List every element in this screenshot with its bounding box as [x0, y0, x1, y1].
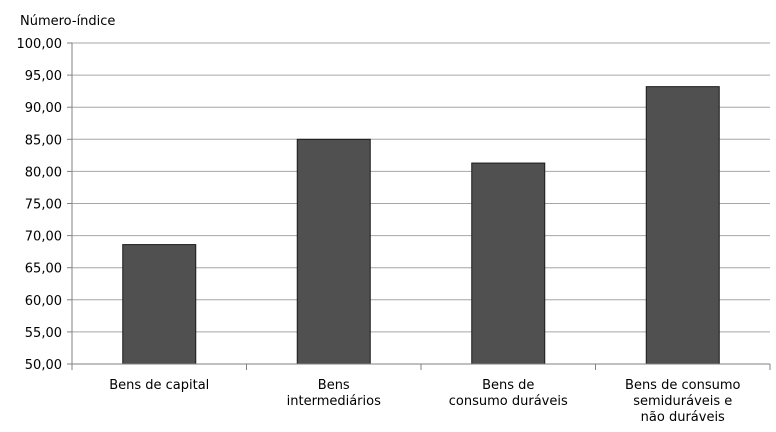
y-tick-label: 50,00: [25, 358, 62, 373]
category-label: Bens intermediários: [287, 378, 381, 409]
category-label: Bens de consumo duráveis: [449, 378, 568, 409]
bar: [471, 162, 546, 365]
bar: [296, 138, 371, 365]
y-tick-label: 90,00: [25, 101, 62, 116]
category-label: Bens de consumo semiduráveis e não durávei…: [625, 378, 740, 425]
y-tick-label: 95,00: [25, 69, 62, 84]
y-tick-label: 70,00: [25, 230, 62, 245]
y-tick-label: 60,00: [25, 294, 62, 309]
bars: [122, 86, 720, 365]
y-tick-label: 100,00: [17, 37, 63, 52]
y-tick-labels: 100,00 95,00 90,00 85,00 80,00 75,00 70,00 65,0…: [17, 37, 63, 373]
y-tick-label: 65,00: [25, 262, 62, 277]
bar: [645, 86, 720, 365]
y-tick-label: 75,00: [25, 198, 62, 213]
category-label: Bens de capital: [109, 378, 209, 393]
category-labels: Bens de capital Bens intermediários Bens de…: [109, 378, 740, 425]
x-axis: [71, 43, 771, 370]
y-tick-label: 85,00: [25, 133, 62, 148]
y-tick-label: 80,00: [25, 165, 62, 180]
bar: [122, 244, 197, 365]
y-tick-label: 55,00: [25, 326, 62, 341]
y-axis-label: Número-índice: [20, 14, 115, 29]
